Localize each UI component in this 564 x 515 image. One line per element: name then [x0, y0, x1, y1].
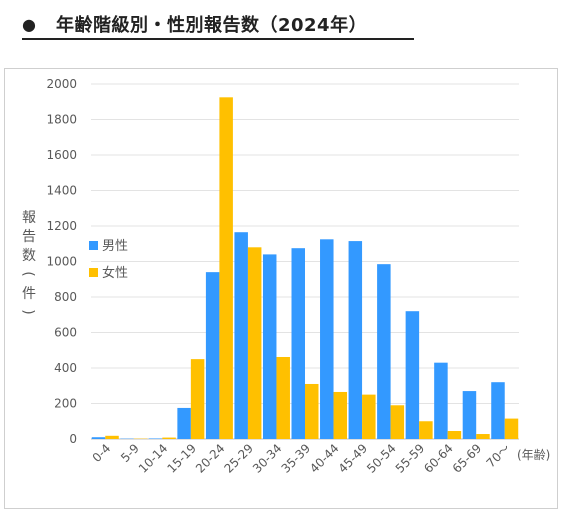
bar	[504, 418, 519, 439]
y-axis-label-char: 件	[22, 286, 36, 302]
chart-frame: 0 200 400 600 800 1000 1200 1400 1600 1800 2000 0-…	[4, 68, 558, 509]
y-axis-label-char: )	[20, 309, 36, 314]
x-tick-labels: 0-4 5-910-1415-1920-2425-2930-3435-3940-4…	[90, 441, 513, 476]
y-axis-label-char: 数	[22, 248, 36, 264]
y-tick-label: 1200	[46, 219, 77, 233]
y-tick-labels: 0 200 400 600 800 1000 1200 1400 1600 1800 2000	[46, 77, 77, 446]
bar	[148, 438, 163, 439]
bar	[434, 362, 448, 439]
x-tick-label: 35-39	[279, 441, 314, 476]
y-tick-label: 200	[54, 397, 77, 411]
y-tick-label: 1600	[46, 148, 77, 162]
bar	[333, 391, 348, 439]
bar	[348, 241, 363, 439]
bar	[362, 394, 376, 439]
bar	[219, 97, 233, 439]
x-tick-label: 10-14	[136, 441, 171, 476]
x-tick-label: 50-54	[364, 441, 399, 476]
legend-swatch	[89, 268, 98, 277]
bar	[491, 382, 505, 439]
bar	[447, 431, 462, 439]
y-tick-label: 2000	[46, 77, 77, 91]
y-tick-label: 800	[54, 290, 77, 304]
bar	[320, 239, 334, 439]
x-tick-label: 65-69	[450, 441, 485, 476]
y-axis-label-char: (	[20, 271, 36, 276]
x-tick-label: 60-64	[421, 441, 456, 476]
y-tick-label: 600	[54, 326, 77, 340]
bullet-icon: ●	[22, 14, 36, 34]
bar	[377, 264, 391, 439]
legend-swatch	[89, 241, 98, 250]
bar	[91, 437, 106, 439]
bar	[405, 311, 420, 439]
bar	[177, 407, 191, 439]
page-title: 年齢階級別・性別報告数（2024年）	[55, 15, 368, 36]
x-tick-label: 70～	[484, 441, 513, 470]
x-tick-label: 25-29	[221, 441, 256, 476]
legend-label: 男性	[102, 239, 128, 254]
bar	[234, 232, 248, 439]
legend-label: 女性	[102, 265, 128, 281]
y-axis-label-char: 告	[22, 229, 36, 245]
x-tick-label: 20-24	[193, 441, 228, 476]
bar	[305, 383, 319, 439]
x-tick-label: 0-4	[90, 441, 114, 465]
title-underline	[22, 38, 414, 40]
bar	[262, 254, 277, 439]
bar	[476, 434, 490, 439]
bar	[190, 359, 205, 439]
x-axis-label: (年齢)	[517, 447, 550, 462]
bar	[462, 391, 477, 439]
bar	[276, 356, 290, 439]
bar-chart: 0 200 400 600 800 1000 1200 1400 1600 1800 2000 0-…	[20, 77, 550, 476]
bars	[91, 97, 519, 439]
bar	[162, 437, 176, 439]
bar	[247, 247, 262, 439]
y-axis-label-char: 報	[22, 210, 36, 226]
bar	[105, 435, 119, 439]
x-tick-label: 55-59	[393, 441, 428, 476]
bar	[205, 272, 220, 439]
y-axis-label: 報告数 ( 件)	[20, 210, 36, 315]
y-tick-label: 400	[54, 361, 77, 375]
y-tick-label: 1800	[46, 113, 77, 127]
header: ● 年齢階級別・性別報告数（2024年）	[22, 10, 367, 38]
y-tick-label: 0	[69, 432, 77, 446]
y-tick-label: 1400	[46, 184, 77, 198]
bar	[291, 248, 305, 439]
x-tick-label: 5-9	[118, 441, 142, 465]
x-tick-label: 30-34	[250, 441, 285, 476]
x-tick-label: 40-44	[307, 441, 342, 476]
x-tick-label: 45-49	[336, 441, 371, 476]
bar	[390, 405, 405, 439]
bar	[419, 421, 433, 439]
x-tick-label: 15-19	[164, 441, 199, 476]
y-tick-label: 1000	[46, 255, 77, 269]
